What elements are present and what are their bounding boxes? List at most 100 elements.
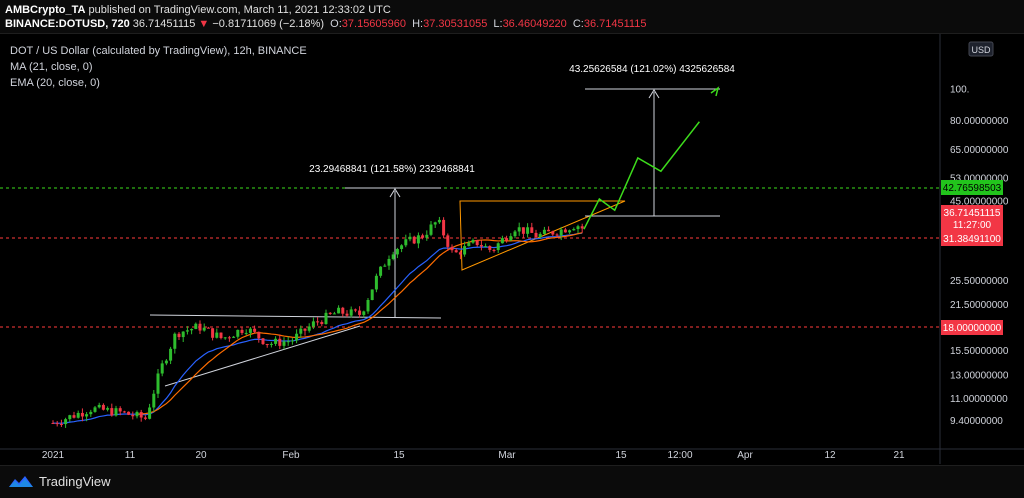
price-label-support-31-text: 31.38491100 <box>943 234 1001 245</box>
candle <box>358 306 362 318</box>
candle <box>370 289 374 301</box>
candle <box>521 227 525 238</box>
countdown-text: 11:27:00 <box>953 220 992 231</box>
candle <box>290 338 294 345</box>
candle <box>484 243 488 248</box>
y-tick-label: 25.50000000 <box>950 276 1009 287</box>
author-name[interactable]: AMBCrypto_TA <box>5 4 86 16</box>
candle <box>177 331 181 340</box>
candle <box>421 233 425 240</box>
candle <box>471 238 475 244</box>
candle <box>101 403 105 411</box>
candle <box>442 217 446 239</box>
candle <box>353 308 357 313</box>
candle <box>227 335 231 342</box>
candle <box>114 405 118 417</box>
candle <box>93 405 97 413</box>
candle <box>509 233 513 241</box>
candle <box>198 320 202 334</box>
candle <box>248 327 252 338</box>
candle <box>181 331 185 343</box>
candle <box>400 244 404 253</box>
candle <box>404 234 408 248</box>
candle <box>118 406 122 416</box>
time-axis[interactable]: 2021 11 20 Feb 15 Mar 15 12:00 Apr 12 21 <box>42 450 905 461</box>
candle <box>320 320 324 327</box>
candle <box>530 222 534 234</box>
candle <box>190 328 194 335</box>
candle <box>76 410 80 419</box>
legend-ema[interactable]: EMA (20, close, 0) <box>10 77 100 89</box>
legend-title[interactable]: DOT / US Dollar (calculated by TradingVi… <box>10 45 307 57</box>
candle <box>282 337 286 350</box>
projection-path[interactable] <box>583 121 700 230</box>
chart-area[interactable]: 100. 80.00000000 65.00000000 53.00000000 45.… <box>0 34 1024 464</box>
candle <box>450 244 454 253</box>
candle <box>215 328 219 339</box>
trendline-lower[interactable] <box>164 325 361 387</box>
x-tick-label: 11 <box>125 450 136 461</box>
open-value: 37.15605960 <box>341 18 407 30</box>
candle <box>286 336 290 346</box>
candle <box>568 229 572 234</box>
candle <box>303 328 307 336</box>
ma-line <box>136 232 583 415</box>
x-tick-label: Apr <box>737 450 753 461</box>
legend-ma[interactable]: MA (21, close, 0) <box>10 61 93 73</box>
candle <box>160 360 164 377</box>
price-label-support-31: 31.38491100 <box>941 231 1003 246</box>
candle <box>547 226 551 232</box>
candle <box>269 342 273 348</box>
currency-button[interactable]: USD <box>968 41 994 57</box>
high-label: H: <box>412 18 424 30</box>
candle <box>387 255 391 270</box>
candle <box>261 337 265 345</box>
brand[interactable]: TradingView <box>8 474 111 489</box>
measure-arrow-1-icon <box>389 188 401 198</box>
y-tick-label: 53.00000000 <box>950 174 1009 185</box>
x-tick-label: Feb <box>282 450 300 461</box>
price-chart[interactable]: 100. 80.00000000 65.00000000 53.00000000 45.… <box>0 34 1024 464</box>
candle <box>366 298 370 314</box>
candle <box>223 337 227 340</box>
candle <box>257 331 261 343</box>
candles[interactable] <box>51 216 584 428</box>
candle <box>559 226 563 241</box>
symbol-name[interactable]: BINANCE:DOTUSD, 720 <box>5 18 130 30</box>
x-tick-label: Mar <box>498 450 516 461</box>
candle <box>173 332 177 354</box>
ascending-triangle[interactable] <box>459 200 626 271</box>
candle <box>64 417 68 428</box>
close-label: C: <box>572 18 584 30</box>
currency-button-label: USD <box>971 45 991 55</box>
candle <box>408 232 412 242</box>
candle <box>265 343 269 348</box>
price-axis[interactable]: 100. 80.00000000 65.00000000 53.00000000 45.… <box>950 85 1009 427</box>
candle <box>454 248 458 253</box>
candle <box>362 310 366 318</box>
x-tick-label: 15 <box>393 450 405 461</box>
candle <box>475 239 479 247</box>
candle <box>416 232 420 249</box>
candle <box>374 273 378 293</box>
candle <box>202 323 206 332</box>
candle <box>458 250 462 260</box>
candle <box>68 414 72 422</box>
y-tick-label: 45.00000000 <box>950 197 1009 208</box>
candle <box>131 411 135 420</box>
candle <box>106 406 110 412</box>
candle <box>316 317 320 326</box>
candle <box>505 235 509 243</box>
range-line-lower[interactable] <box>149 314 442 319</box>
y-tick-label: 11.00000000 <box>950 394 1008 405</box>
y-tick-label: 9.40000000 <box>950 416 1003 427</box>
brand-name: TradingView <box>39 474 111 489</box>
candle <box>211 328 215 341</box>
y-tick-label: 100. <box>950 85 969 96</box>
price-label-resistance-text: 42.76598503 <box>943 183 1002 194</box>
candle <box>332 311 336 315</box>
candle <box>80 408 84 422</box>
candle <box>156 369 160 399</box>
low-label: L: <box>493 18 503 30</box>
candle <box>219 332 223 340</box>
